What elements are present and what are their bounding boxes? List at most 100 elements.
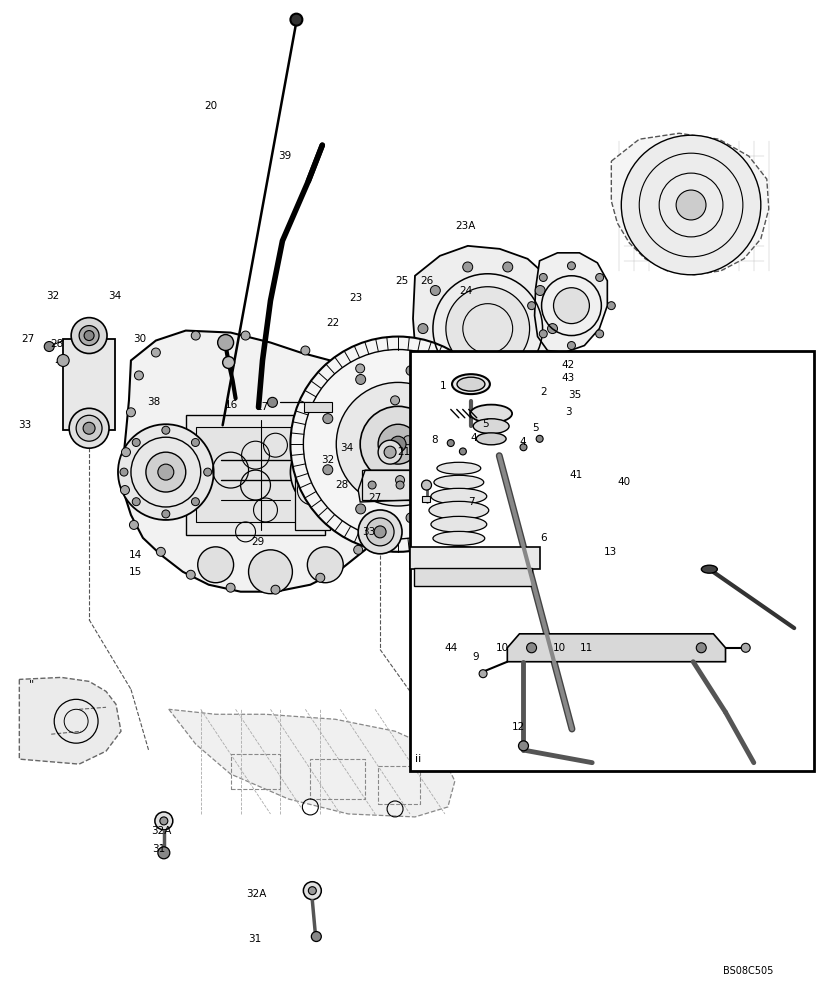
Circle shape bbox=[323, 414, 333, 424]
Text: 4: 4 bbox=[471, 433, 477, 443]
Text: 34: 34 bbox=[339, 443, 353, 453]
Circle shape bbox=[404, 436, 413, 445]
Circle shape bbox=[69, 408, 109, 448]
Circle shape bbox=[121, 448, 130, 457]
Circle shape bbox=[79, 326, 99, 346]
Circle shape bbox=[447, 440, 454, 447]
Ellipse shape bbox=[431, 516, 487, 532]
Circle shape bbox=[191, 439, 199, 446]
Polygon shape bbox=[508, 634, 725, 662]
Circle shape bbox=[222, 356, 235, 368]
Ellipse shape bbox=[431, 488, 487, 504]
Circle shape bbox=[204, 468, 212, 476]
Circle shape bbox=[198, 547, 233, 583]
Circle shape bbox=[740, 471, 750, 481]
Circle shape bbox=[463, 385, 473, 395]
Circle shape bbox=[191, 498, 199, 506]
Circle shape bbox=[126, 408, 135, 417]
Text: 17: 17 bbox=[256, 402, 269, 412]
Text: 9: 9 bbox=[473, 652, 480, 662]
Circle shape bbox=[356, 504, 366, 514]
Text: 34: 34 bbox=[108, 291, 121, 301]
Circle shape bbox=[418, 324, 428, 334]
Text: 32: 32 bbox=[45, 291, 59, 301]
Circle shape bbox=[430, 362, 440, 372]
Circle shape bbox=[360, 406, 436, 482]
Circle shape bbox=[226, 583, 235, 592]
Circle shape bbox=[132, 498, 140, 506]
Circle shape bbox=[308, 887, 316, 895]
Circle shape bbox=[336, 382, 460, 506]
Circle shape bbox=[535, 362, 545, 372]
Circle shape bbox=[157, 547, 166, 556]
Text: 22: 22 bbox=[326, 318, 339, 328]
Polygon shape bbox=[611, 133, 769, 275]
Circle shape bbox=[572, 405, 607, 441]
Circle shape bbox=[527, 302, 536, 310]
Circle shape bbox=[651, 392, 683, 424]
Bar bbox=[304, 402, 332, 412]
Circle shape bbox=[158, 464, 174, 480]
Circle shape bbox=[452, 510, 460, 518]
Text: ": " bbox=[29, 679, 34, 689]
Circle shape bbox=[271, 585, 280, 594]
Circle shape bbox=[451, 487, 461, 497]
Text: 27: 27 bbox=[21, 334, 35, 344]
Circle shape bbox=[268, 397, 278, 407]
Text: 28: 28 bbox=[335, 480, 349, 490]
Text: BS08C505: BS08C505 bbox=[723, 966, 774, 976]
Text: 13: 13 bbox=[604, 547, 617, 557]
Text: 27: 27 bbox=[368, 493, 382, 503]
Text: 11: 11 bbox=[579, 643, 592, 653]
Circle shape bbox=[503, 262, 513, 272]
Text: 14: 14 bbox=[129, 550, 142, 560]
Circle shape bbox=[391, 396, 400, 405]
Text: 24: 24 bbox=[459, 286, 472, 296]
Text: 20: 20 bbox=[204, 101, 218, 111]
Polygon shape bbox=[123, 331, 410, 592]
Circle shape bbox=[356, 364, 365, 373]
Circle shape bbox=[677, 190, 706, 220]
Circle shape bbox=[520, 444, 527, 451]
Circle shape bbox=[71, 318, 107, 353]
Circle shape bbox=[539, 273, 547, 281]
Bar bbox=[231, 754, 280, 789]
Circle shape bbox=[579, 413, 599, 433]
Ellipse shape bbox=[701, 565, 718, 573]
Circle shape bbox=[129, 520, 138, 529]
Bar bbox=[185, 415, 325, 535]
Text: 35: 35 bbox=[568, 390, 581, 400]
Circle shape bbox=[742, 643, 750, 652]
Circle shape bbox=[84, 331, 94, 341]
Circle shape bbox=[358, 510, 402, 554]
Circle shape bbox=[460, 448, 466, 455]
Circle shape bbox=[607, 302, 616, 310]
Circle shape bbox=[290, 337, 506, 552]
Circle shape bbox=[290, 14, 302, 26]
Circle shape bbox=[554, 288, 589, 324]
Bar bbox=[410, 547, 540, 569]
Circle shape bbox=[444, 482, 460, 498]
Circle shape bbox=[396, 481, 404, 489]
Text: 6: 6 bbox=[540, 533, 546, 543]
Circle shape bbox=[374, 526, 386, 538]
Circle shape bbox=[390, 436, 406, 452]
Ellipse shape bbox=[473, 419, 509, 434]
Text: 8: 8 bbox=[432, 435, 438, 445]
Bar bbox=[378, 766, 420, 804]
Circle shape bbox=[316, 573, 325, 582]
Circle shape bbox=[158, 847, 170, 859]
Text: 33: 33 bbox=[362, 527, 375, 537]
Text: 39: 39 bbox=[278, 151, 292, 161]
Text: 31: 31 bbox=[152, 844, 166, 854]
Circle shape bbox=[406, 513, 416, 523]
Circle shape bbox=[621, 135, 761, 275]
Circle shape bbox=[568, 342, 575, 350]
Text: 2: 2 bbox=[540, 387, 546, 397]
Polygon shape bbox=[19, 677, 121, 764]
Circle shape bbox=[118, 424, 213, 520]
Polygon shape bbox=[582, 398, 679, 428]
Circle shape bbox=[134, 371, 143, 380]
Text: 5: 5 bbox=[483, 419, 489, 429]
Text: 30: 30 bbox=[133, 334, 146, 344]
